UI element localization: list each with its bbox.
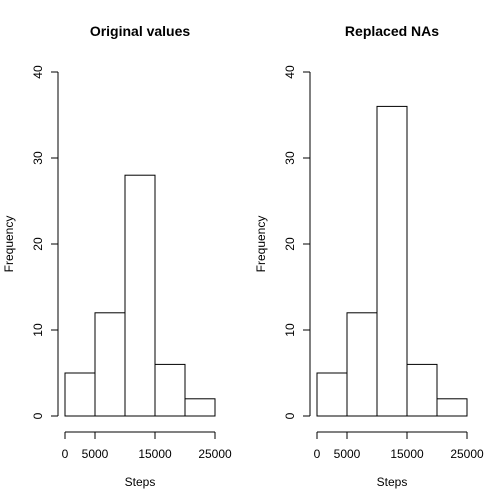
histogram-bar	[154, 363, 186, 417]
y-tick-label: 40	[283, 65, 297, 79]
histogram-bar	[346, 312, 378, 417]
y-axis-label: Frequency	[2, 216, 16, 273]
histogram-bar	[64, 372, 96, 417]
x-tick-label: 5000	[82, 447, 109, 461]
x-tick-label: 15000	[390, 447, 424, 461]
chart-title: Replaced NAs	[345, 23, 439, 39]
x-axis-label: Steps	[377, 475, 408, 489]
x-tick-label: 25000	[450, 447, 484, 461]
y-tick-label: 30	[283, 151, 297, 165]
y-tick-label: 0	[283, 412, 297, 419]
histogram-bar	[436, 398, 468, 417]
y-tick-label: 0	[31, 412, 45, 419]
x-tick-label: 0	[62, 447, 69, 461]
y-tick-label: 20	[283, 237, 297, 251]
y-tick-label: 40	[31, 65, 45, 79]
x-axis-label: Steps	[125, 475, 156, 489]
histogram-bar	[316, 372, 348, 417]
x-tick-label: 0	[314, 447, 321, 461]
histogram-bar	[184, 398, 216, 417]
histogram-bar	[94, 312, 126, 417]
histogram-bar	[124, 174, 156, 417]
bars-group	[64, 174, 216, 417]
histogram-bar	[376, 105, 408, 417]
y-axis-label: Frequency	[254, 216, 268, 273]
chart-title: Original values	[90, 23, 191, 39]
histogram-panel-replaced: Replaced NAs Steps Frequency 0 10 20 30 40 0…	[254, 23, 484, 489]
y-tick-label: 10	[283, 323, 297, 337]
x-tick-label: 15000	[138, 447, 172, 461]
x-ticks-group: 0 5000 15000 25000	[62, 432, 232, 461]
histogram-bar	[406, 363, 438, 417]
y-tick-label: 10	[31, 323, 45, 337]
y-tick-label: 20	[31, 237, 45, 251]
histogram-panel-original: Original values Steps Frequency 0 10 20 30 4…	[2, 23, 232, 489]
y-ticks-group: 0 10 20 30 40	[31, 65, 58, 419]
y-tick-label: 30	[31, 151, 45, 165]
bars-group	[316, 105, 468, 417]
y-ticks-group: 0 10 20 30 40	[283, 65, 310, 419]
x-tick-label: 25000	[198, 447, 232, 461]
x-ticks-group: 0 5000 15000 25000	[314, 432, 484, 461]
x-tick-label: 5000	[334, 447, 361, 461]
